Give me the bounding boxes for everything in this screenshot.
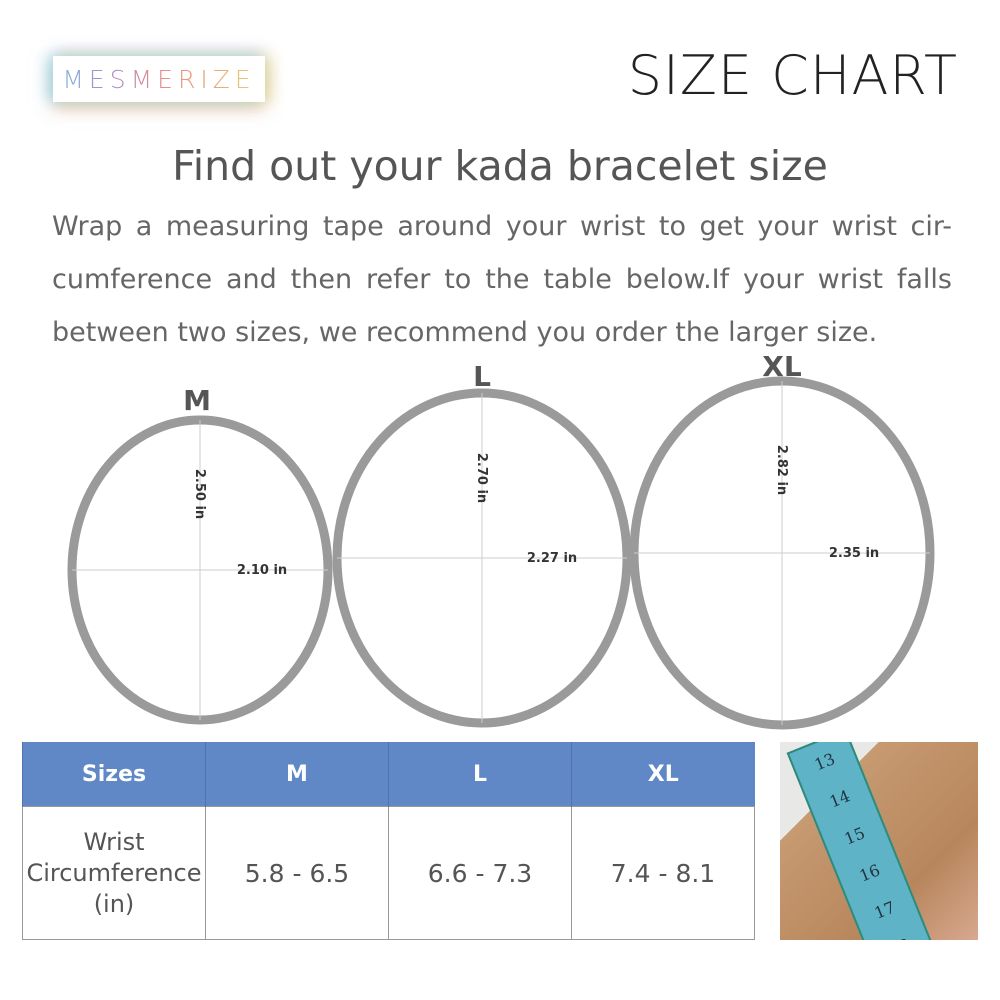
header-cell: Sizes xyxy=(22,742,206,807)
header-cell: XL xyxy=(571,742,755,807)
bracelet-l: L 2.70 in 2.27 in xyxy=(332,360,632,728)
page-title: SIZE CHART xyxy=(627,44,958,107)
table-cell: 5.8 - 6.5 xyxy=(205,806,389,940)
header-cell: L xyxy=(388,742,572,807)
header-cell: M xyxy=(205,742,389,807)
width-label: 2.27 in xyxy=(527,551,577,566)
tape-number: 13 xyxy=(811,748,838,774)
table-row: Wrist Circumference (in) 5.8 - 6.5 6.6 -… xyxy=(22,806,755,940)
bracelet-m: M 2.50 in 2.10 in xyxy=(67,384,333,725)
table-header: Sizes M L XL xyxy=(22,742,755,807)
height-label: 2.70 in xyxy=(474,453,489,503)
table-cell: 6.6 - 7.3 xyxy=(388,806,572,940)
tape-number: 14 xyxy=(826,785,853,811)
tape-number: 16 xyxy=(856,859,883,886)
tape-number: 18 xyxy=(886,934,912,940)
description: Wrap a measuring tape around your wrist … xyxy=(52,211,952,348)
brand-logo: MESMERIZE xyxy=(53,56,265,102)
heading: Find out your kada bracelet size xyxy=(172,142,828,190)
size-label: M xyxy=(183,384,211,417)
height-label: 2.82 in xyxy=(774,445,789,495)
measuring-tape: 13 14 15 16 17 18 xyxy=(786,742,938,940)
wrist-measuring-photo: 13 14 15 16 17 18 xyxy=(780,742,978,940)
size-label: L xyxy=(473,360,491,393)
size-table: Sizes M L XL Wrist Circumference (in) 5.… xyxy=(22,742,755,940)
bracelet-xl: XL 2.82 in 2.35 in xyxy=(629,350,935,730)
height-label: 2.50 in xyxy=(192,469,207,519)
table-cell: 7.4 - 8.1 xyxy=(571,806,755,940)
tape-number: 15 xyxy=(841,822,868,849)
tape-number: 17 xyxy=(871,897,898,923)
size-label: XL xyxy=(762,350,802,383)
width-label: 2.35 in xyxy=(829,546,879,561)
row-label: Wrist Circumference (in) xyxy=(22,806,206,940)
width-label: 2.10 in xyxy=(237,563,287,578)
